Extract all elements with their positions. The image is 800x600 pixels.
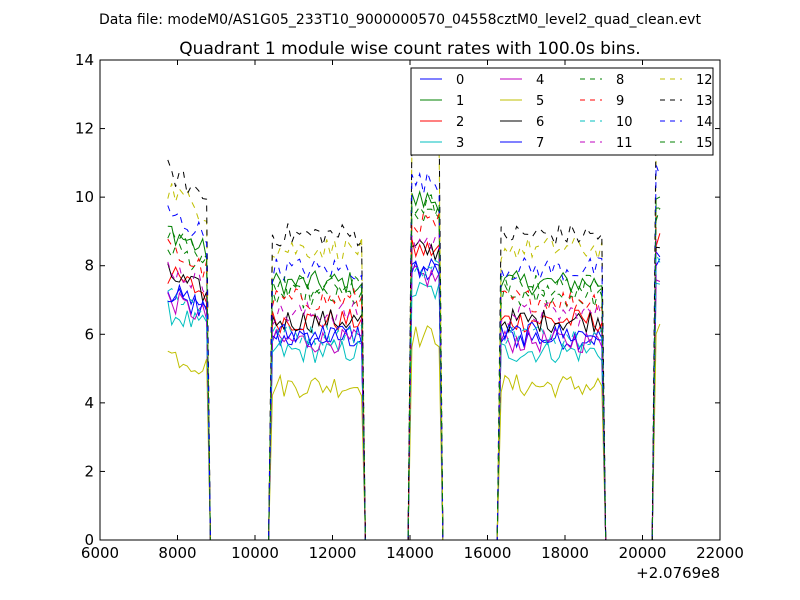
series-line-1 bbox=[167, 190, 661, 541]
x-tick-label: 16000 bbox=[464, 544, 512, 562]
x-tick-label: 8000 bbox=[158, 544, 196, 562]
legend-label-10: 10 bbox=[616, 115, 633, 130]
x-tick-label: 14000 bbox=[386, 544, 434, 562]
legend-label-1: 1 bbox=[456, 94, 464, 109]
x-tick-label: 22000 bbox=[696, 544, 744, 562]
series-line-0 bbox=[167, 258, 661, 541]
suptitle: Data file: modeM0/AS1G05_233T10_90000005… bbox=[99, 12, 701, 28]
ticks-layer: 6000 8000 10000 12000 14000 16000 18000 20000 22… bbox=[75, 51, 744, 562]
legend-label-14: 14 bbox=[696, 115, 713, 130]
legend-label-4: 4 bbox=[536, 73, 544, 88]
legend-label-11: 11 bbox=[616, 136, 633, 151]
y-tick-label: 6 bbox=[84, 325, 94, 343]
y-tick-label: 0 bbox=[84, 531, 94, 549]
y-tick-label: 8 bbox=[84, 257, 94, 275]
legend-label-2: 2 bbox=[456, 115, 464, 130]
series-line-5 bbox=[167, 323, 661, 541]
legend-label-8: 8 bbox=[616, 73, 624, 88]
y-tick-label: 10 bbox=[75, 188, 94, 206]
series-layer bbox=[167, 118, 661, 541]
legend-label-13: 13 bbox=[696, 94, 713, 109]
legend-label-6: 6 bbox=[536, 115, 544, 130]
x-tick-label: 12000 bbox=[309, 544, 357, 562]
x-tick-label: 20000 bbox=[619, 544, 667, 562]
x-tick-label: 10000 bbox=[231, 544, 279, 562]
legend-box bbox=[410, 67, 714, 156]
series-line-3 bbox=[167, 281, 661, 541]
x-offset-label: +2.0769e8 bbox=[636, 564, 720, 582]
legend-label-7: 7 bbox=[536, 136, 544, 151]
chart-title: Quadrant 1 module wise count rates with … bbox=[179, 39, 640, 59]
legend-label-0: 0 bbox=[456, 73, 464, 88]
series-line-2 bbox=[167, 233, 661, 541]
series-line-8 bbox=[167, 207, 661, 541]
y-tick-label: 14 bbox=[75, 51, 94, 69]
legend-label-5: 5 bbox=[536, 94, 544, 109]
series-line-9 bbox=[167, 210, 661, 541]
y-tick-label: 2 bbox=[84, 462, 94, 480]
y-tick-label: 12 bbox=[75, 120, 94, 138]
legend-label-15: 15 bbox=[696, 136, 713, 151]
x-tick-label: 18000 bbox=[541, 544, 589, 562]
x-tick-label: 6000 bbox=[81, 544, 119, 562]
series-line-4 bbox=[167, 265, 661, 541]
legend-label-3: 3 bbox=[456, 136, 464, 151]
series-line-6 bbox=[167, 239, 660, 541]
legend-label-12: 12 bbox=[696, 73, 713, 88]
y-tick-label: 4 bbox=[84, 394, 94, 412]
legend-label-9: 9 bbox=[616, 94, 624, 109]
